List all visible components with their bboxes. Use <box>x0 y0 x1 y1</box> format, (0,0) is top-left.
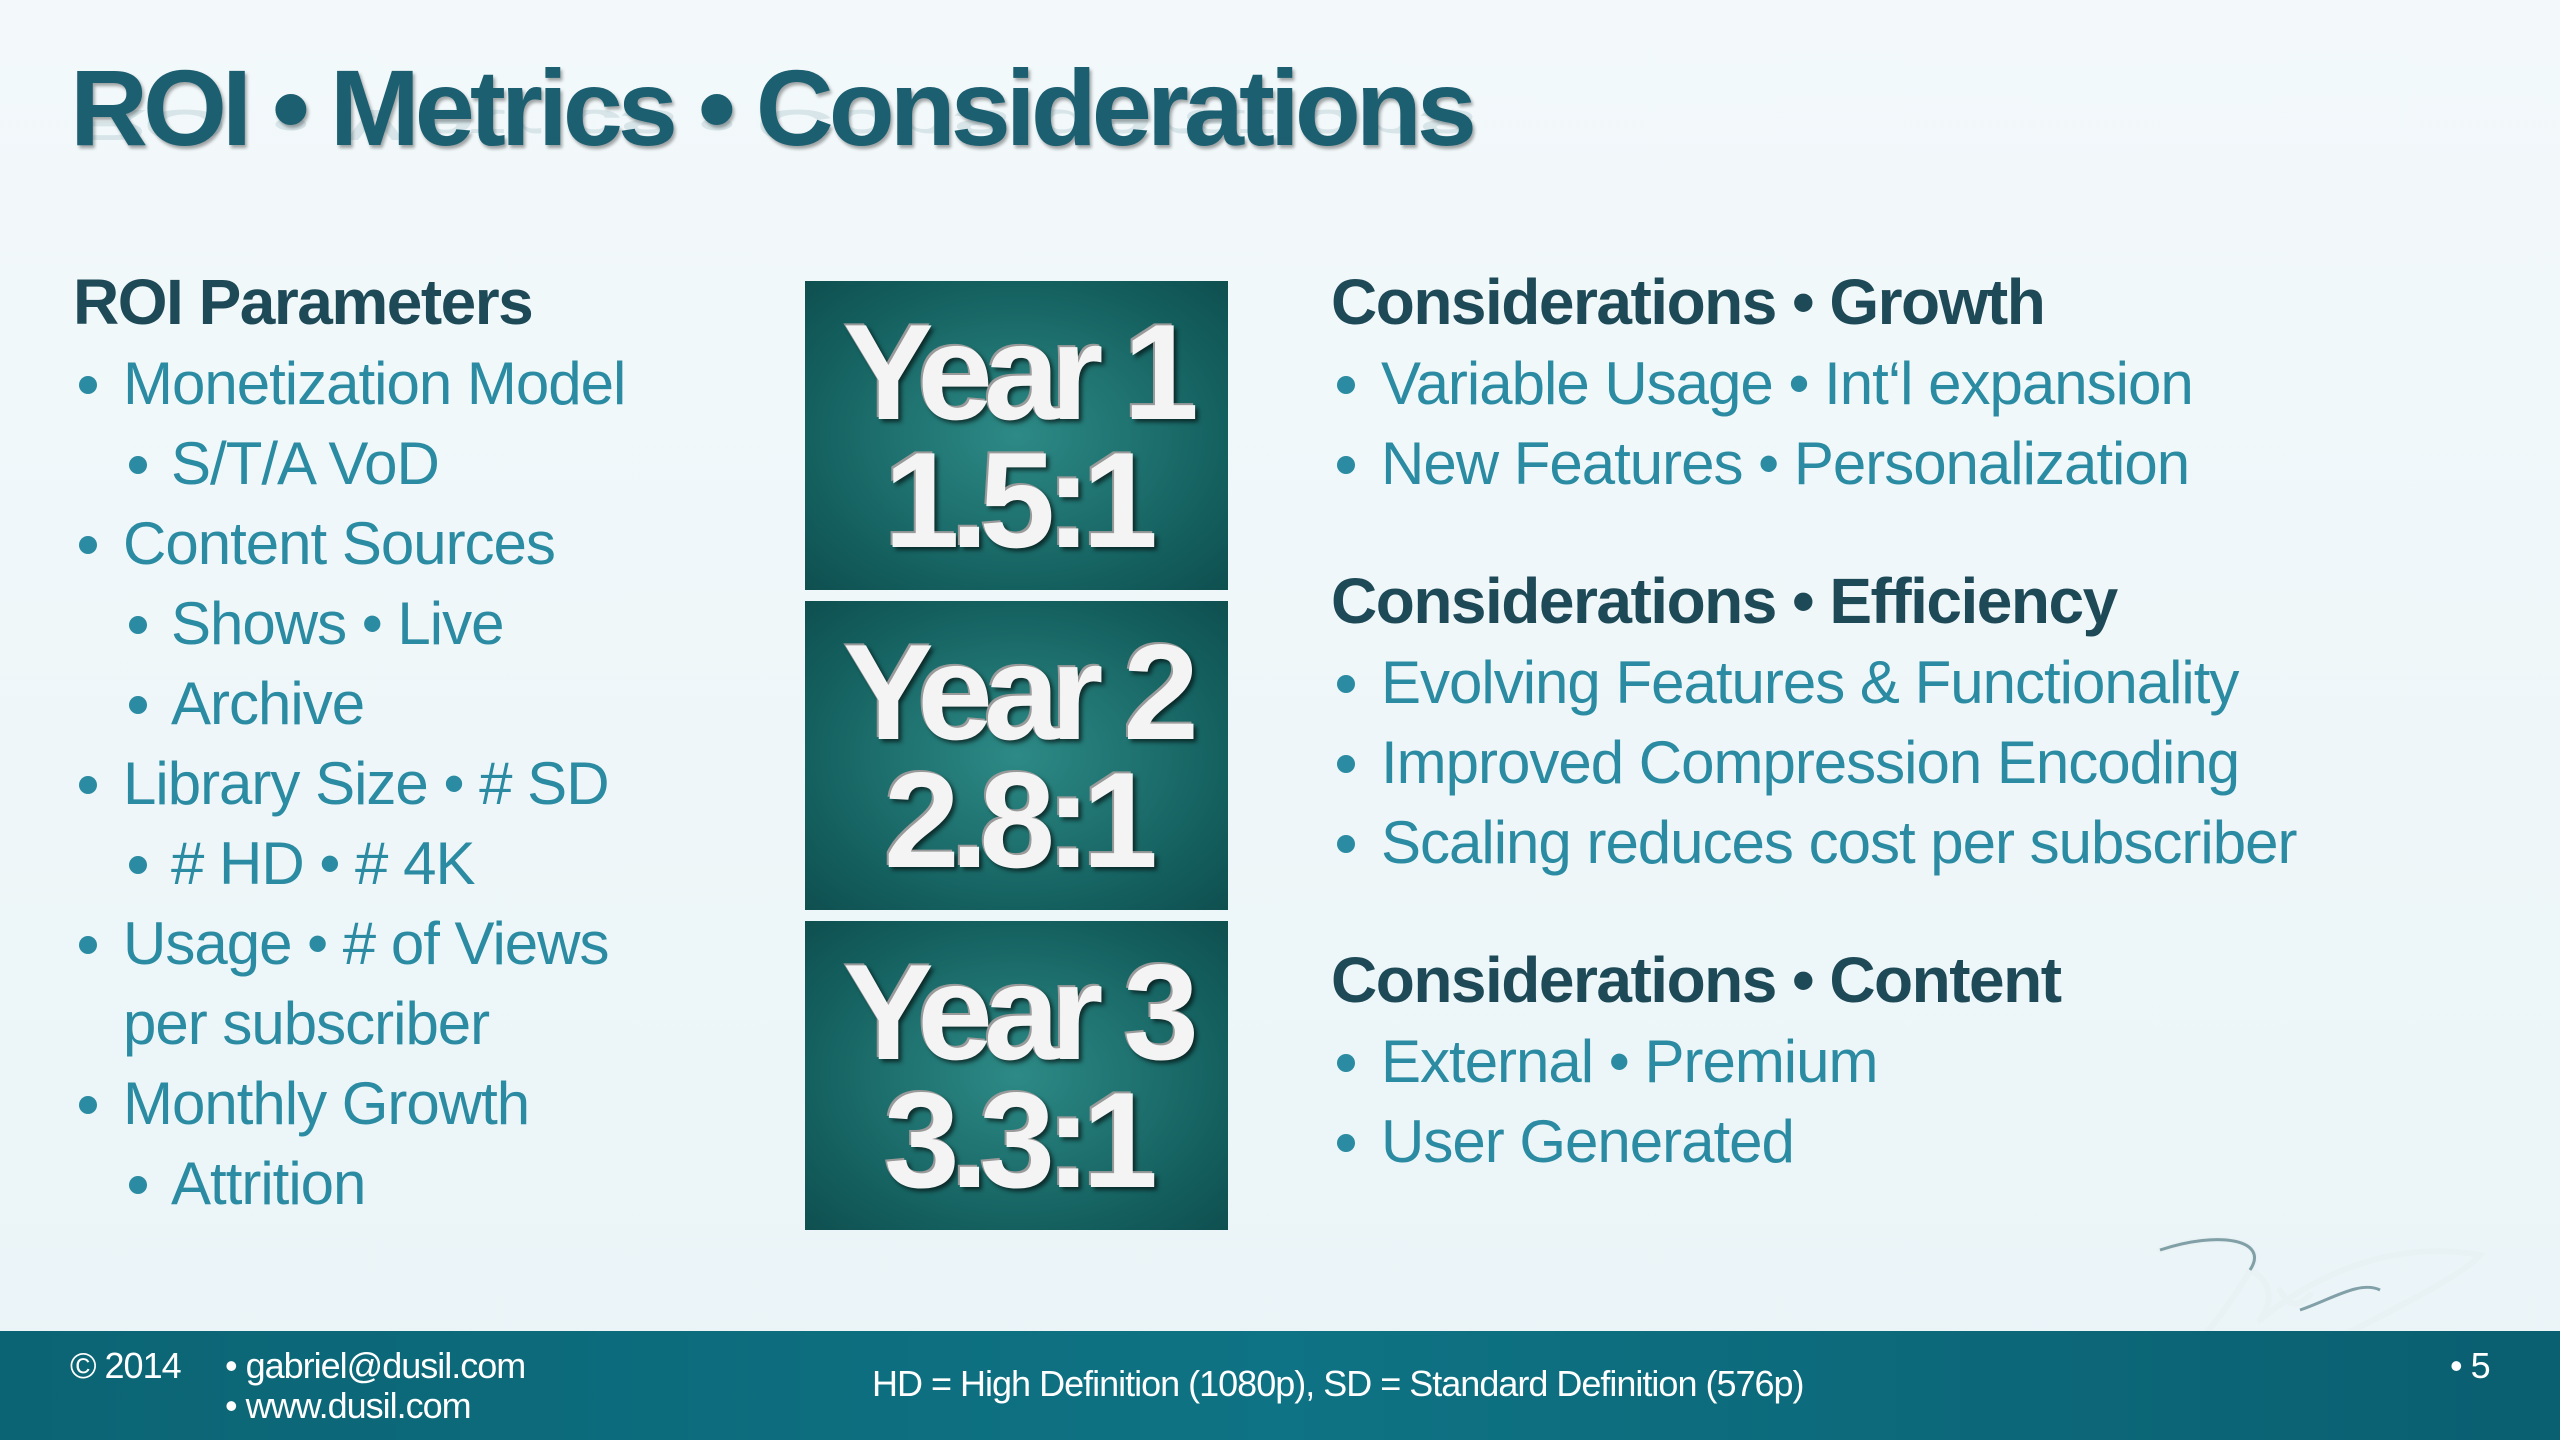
list-item: Variable Usage • Int‘l expansion <box>1331 344 2296 424</box>
section-heading: Considerations • Content <box>1331 944 2062 1016</box>
page-number: • 5 <box>2450 1345 2491 1386</box>
list-item: Attrition <box>73 1144 625 1224</box>
item-line: Monetization Model <box>123 350 626 417</box>
list-item: # HD • # 4K <box>73 824 625 904</box>
item-line: Usage • # of Views <box>123 910 609 977</box>
list-item: Library Size • # SD <box>73 744 625 824</box>
item-line: Shows • Live <box>171 590 505 657</box>
item-line: # HD • # 4K <box>171 830 475 897</box>
year-label: Year 2 <box>843 615 1199 768</box>
item-line: Content Sources <box>123 510 556 577</box>
copyright: © 2014 <box>70 1345 182 1386</box>
item-line: per subscriber <box>123 990 490 1057</box>
list-item: User Generated <box>1331 1102 2296 1182</box>
list-item: Monthly Growth <box>73 1064 625 1144</box>
year-label: Year 3 <box>843 935 1199 1088</box>
item-line: Library Size • # SD <box>123 750 610 817</box>
year-box: Year 3 3.3:1 <box>805 921 1228 1230</box>
title-reflection: ROI • Metrics • Considerations <box>70 100 1472 150</box>
signature <box>2117 1236 2486 1438</box>
item-line: Attrition <box>171 1150 366 1217</box>
left-heading: ROI Parameters <box>73 266 534 338</box>
item-line: Monthly Growth <box>123 1070 530 1137</box>
section: Considerations • Efficiency Evolving Feat… <box>1331 559 2297 883</box>
year-ratio: 3.3:1 <box>884 1063 1158 1216</box>
email: • gabriel@dusil.com <box>225 1345 527 1386</box>
year-ratio: 2.8:1 <box>884 743 1158 896</box>
right-column: Considerations • Growth Variable Usage • … <box>1331 260 2297 1237</box>
section-heading: Considerations • Growth <box>1331 266 2046 338</box>
section: Considerations • Content External • Premi… <box>1331 938 2296 1182</box>
list-item: Usage • # of Views per subscriber <box>73 904 625 1064</box>
list-item: Evolving Features & Functionality <box>1331 643 2296 723</box>
footer: © 2014 • gabriel@dusil.com • www.dusil.c… <box>0 1331 2560 1440</box>
list-item: Improved Compression Encoding <box>1331 723 2296 803</box>
list-item: Monetization Model <box>73 344 626 424</box>
list-item: S/T/A VoD <box>73 424 625 504</box>
section: Considerations • Growth Variable Usage • … <box>1331 260 2296 504</box>
website-text: www.dusil.com <box>245 1385 472 1426</box>
list-item: New Features • Personalization <box>1331 424 2296 504</box>
left-column: ROI Parameters Monetization Model S/T/A V… <box>73 260 626 1224</box>
year-box: Year 2 2.8:1 <box>805 601 1228 910</box>
item-line: S/T/A VoD <box>171 430 440 497</box>
section-heading: Considerations • Efficiency <box>1331 565 2118 637</box>
list-item: External • Premium <box>1331 1022 2296 1102</box>
item-line: Archive <box>171 670 365 737</box>
website: • www.dusil.com <box>225 1385 472 1426</box>
slide-title: ROI • Metrics • Considerations <box>70 47 1477 168</box>
list-item: Shows • Live <box>73 584 625 664</box>
year-box: Year 1 1.5:1 <box>805 281 1228 590</box>
list-item: Archive <box>73 664 625 744</box>
footnote: HD = High Definition (1080p), SD = Stand… <box>872 1363 1805 1404</box>
year-ratio: 1.5:1 <box>884 423 1158 576</box>
page-number-text: 5 <box>2470 1345 2491 1386</box>
list-item: Content Sources <box>73 504 625 584</box>
email-text: gabriel@dusil.com <box>245 1345 527 1386</box>
list-item: Scaling reduces cost per subscriber <box>1331 803 2297 883</box>
year-label: Year 1 <box>843 295 1199 448</box>
